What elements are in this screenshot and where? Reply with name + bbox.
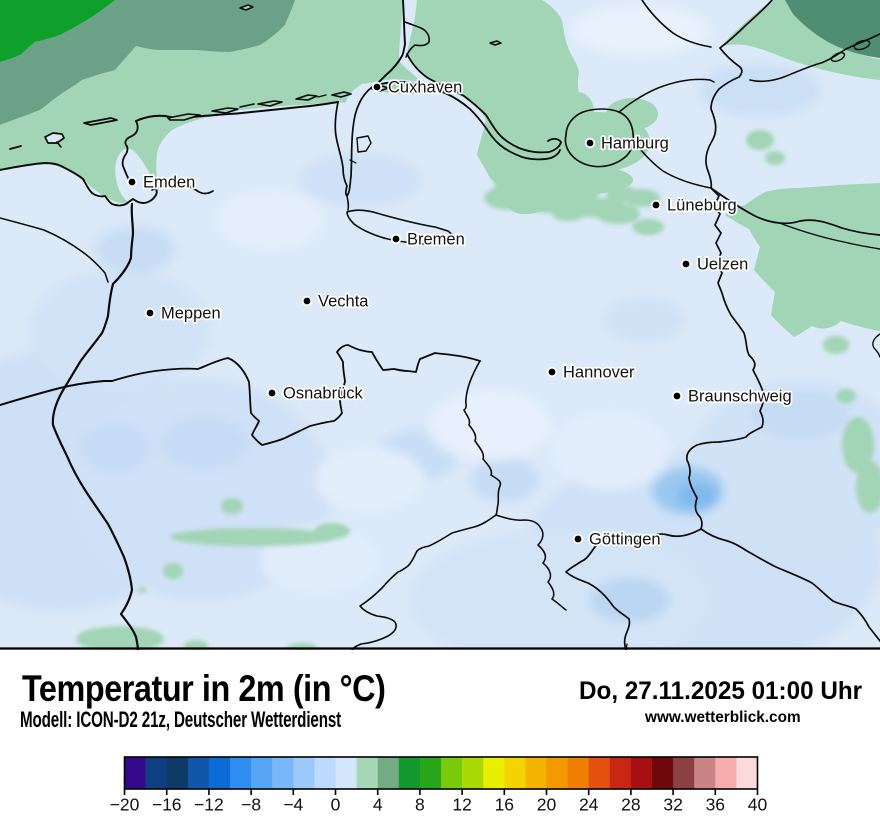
svg-text:−16: −16 — [152, 795, 182, 815]
svg-text:Emden: Emden — [143, 174, 195, 192]
svg-text:40: 40 — [748, 795, 768, 815]
svg-text:Bremen: Bremen — [407, 231, 465, 249]
svg-text:−12: −12 — [194, 795, 224, 815]
svg-text:16: 16 — [495, 795, 514, 815]
svg-text:−20: −20 — [110, 795, 140, 815]
svg-text:28: 28 — [621, 795, 640, 815]
svg-text:Hannover: Hannover — [563, 364, 635, 382]
svg-text:20: 20 — [537, 795, 557, 815]
svg-text:Hamburg: Hamburg — [601, 135, 669, 153]
svg-text:12: 12 — [452, 795, 471, 815]
svg-text:Meppen: Meppen — [161, 305, 221, 323]
svg-text:Cuxhaven: Cuxhaven — [388, 79, 462, 97]
svg-text:Vechta: Vechta — [318, 293, 369, 311]
svg-text:−8: −8 — [241, 795, 261, 815]
svg-text:Lüneburg: Lüneburg — [667, 197, 737, 215]
svg-text:24: 24 — [579, 795, 599, 815]
svg-text:Uelzen: Uelzen — [697, 256, 748, 274]
svg-text:Braunschweig: Braunschweig — [688, 388, 792, 406]
svg-text:32: 32 — [663, 795, 682, 815]
svg-text:8: 8 — [415, 795, 425, 815]
svg-text:Osnabrück: Osnabrück — [283, 385, 364, 403]
svg-text:4: 4 — [373, 795, 383, 815]
svg-text:36: 36 — [706, 795, 725, 815]
svg-text:−4: −4 — [283, 795, 303, 815]
svg-text:0: 0 — [331, 795, 341, 815]
svg-text:Göttingen: Göttingen — [589, 531, 661, 549]
